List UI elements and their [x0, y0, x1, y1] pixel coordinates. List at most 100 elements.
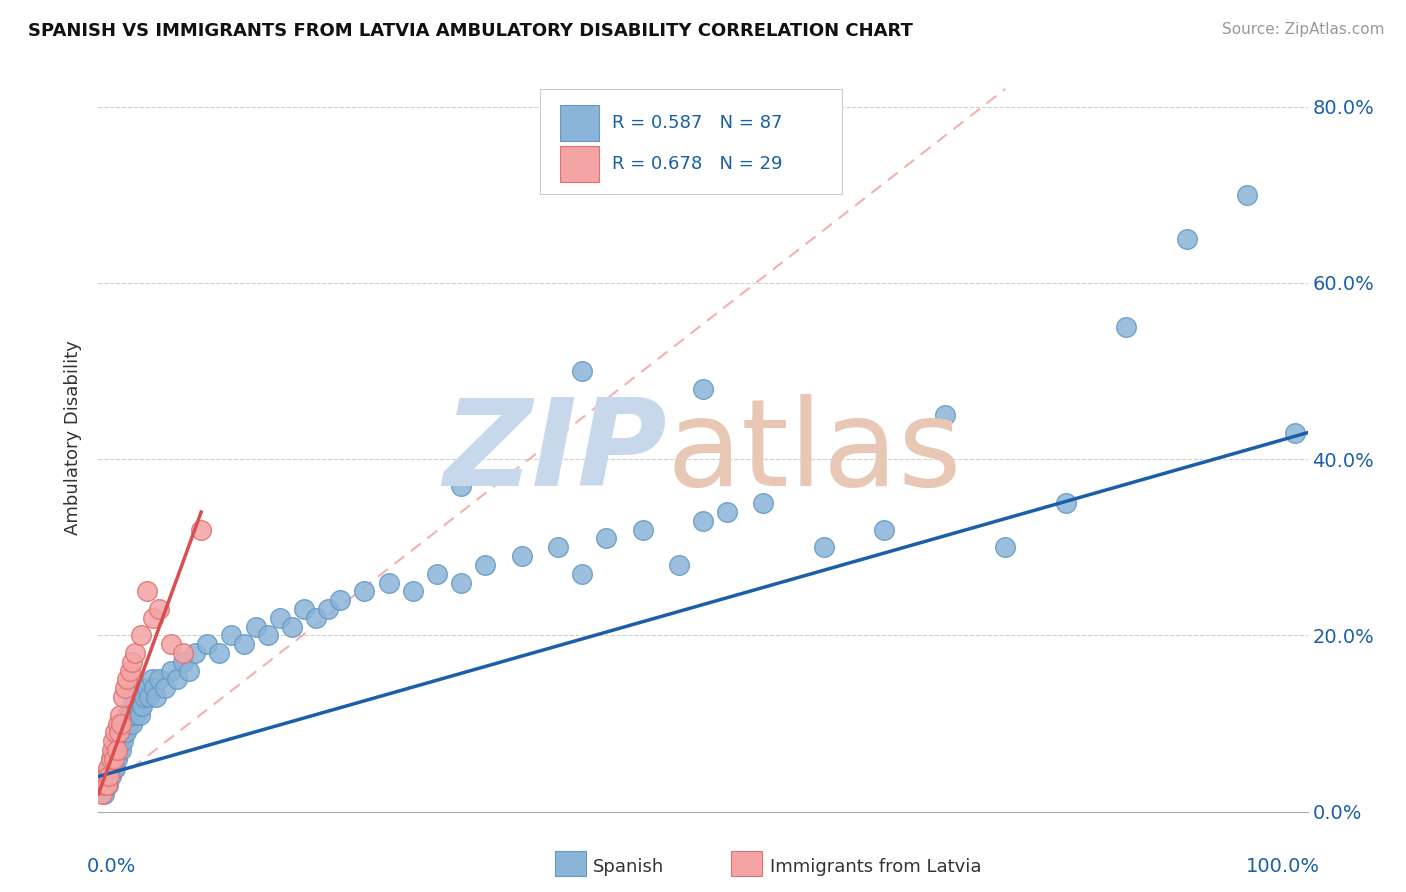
Point: [129, 690, 152, 705]
Point: [631, 523, 654, 537]
Point: [153, 681, 176, 696]
Point: [148, 673, 170, 687]
Point: [128, 707, 150, 722]
Text: 100.0%: 100.0%: [1246, 856, 1320, 876]
Point: [160, 664, 183, 678]
Point: [107, 716, 129, 731]
Point: [571, 566, 593, 581]
Point: [98, 761, 121, 775]
Point: [510, 549, 533, 563]
Point: [166, 673, 188, 687]
Point: [131, 698, 153, 713]
Text: atlas: atlas: [666, 393, 962, 510]
Point: [316, 602, 339, 616]
Point: [692, 382, 714, 396]
Point: [111, 716, 134, 731]
Point: [148, 602, 170, 616]
Point: [138, 690, 160, 705]
Point: [135, 584, 157, 599]
Point: [97, 761, 120, 775]
Point: [184, 646, 207, 660]
Point: [571, 364, 593, 378]
Point: [329, 593, 352, 607]
Point: [813, 541, 835, 555]
Point: [752, 496, 775, 510]
Text: 0.0%: 0.0%: [86, 856, 136, 876]
Point: [124, 698, 146, 713]
Point: [125, 707, 148, 722]
Point: [117, 673, 139, 687]
Point: [172, 655, 194, 669]
Point: [117, 707, 139, 722]
Point: [127, 690, 149, 705]
Point: [994, 541, 1017, 555]
Text: SPANISH VS IMMIGRANTS FROM LATVIA AMBULATORY DISABILITY CORRELATION CHART: SPANISH VS IMMIGRANTS FROM LATVIA AMBULA…: [28, 22, 912, 40]
Point: [108, 707, 131, 722]
Point: [101, 734, 124, 748]
Point: [94, 769, 117, 783]
Point: [100, 769, 122, 783]
Point: [108, 725, 131, 739]
Point: [172, 646, 194, 660]
Point: [127, 698, 149, 713]
Point: [145, 690, 167, 705]
Point: [108, 725, 131, 739]
Point: [103, 743, 125, 757]
Point: [221, 628, 243, 642]
Point: [668, 558, 690, 572]
Point: [134, 690, 156, 705]
Point: [547, 541, 569, 555]
Point: [873, 523, 896, 537]
Point: [281, 619, 304, 633]
Point: [141, 673, 163, 687]
Point: [256, 628, 278, 642]
Point: [91, 787, 114, 801]
Point: [97, 778, 120, 792]
Point: [1115, 319, 1137, 334]
Text: Source: ZipAtlas.com: Source: ZipAtlas.com: [1222, 22, 1385, 37]
Point: [93, 787, 115, 801]
Point: [108, 734, 131, 748]
Point: [104, 725, 127, 739]
Point: [142, 611, 165, 625]
Point: [122, 707, 145, 722]
Text: Spanish: Spanish: [593, 858, 665, 876]
Point: [93, 778, 115, 792]
Text: ZIP: ZIP: [443, 393, 666, 510]
Point: [377, 575, 399, 590]
Point: [103, 752, 125, 766]
Text: R = 0.678   N = 29: R = 0.678 N = 29: [613, 155, 783, 173]
Point: [1054, 496, 1077, 510]
Point: [100, 752, 122, 766]
Point: [1175, 232, 1198, 246]
Point: [98, 769, 121, 783]
Point: [135, 681, 157, 696]
Point: [1236, 187, 1258, 202]
Point: [118, 707, 141, 722]
Point: [100, 761, 122, 775]
Point: [96, 778, 118, 792]
Point: [118, 664, 141, 678]
Point: [105, 743, 128, 757]
Point: [1284, 425, 1306, 440]
Text: R = 0.587   N = 87: R = 0.587 N = 87: [613, 114, 783, 132]
Point: [160, 637, 183, 651]
Point: [111, 734, 134, 748]
Point: [179, 664, 201, 678]
Point: [595, 532, 617, 546]
Point: [716, 505, 738, 519]
Point: [292, 602, 315, 616]
Point: [110, 743, 132, 757]
Point: [353, 584, 375, 599]
Point: [100, 752, 122, 766]
Bar: [561, 146, 599, 182]
Point: [107, 743, 129, 757]
Point: [124, 646, 146, 660]
Point: [96, 769, 118, 783]
Point: [120, 698, 142, 713]
Point: [245, 619, 267, 633]
Point: [112, 725, 135, 739]
Point: [195, 637, 218, 651]
Point: [105, 734, 128, 748]
Point: [305, 611, 328, 625]
